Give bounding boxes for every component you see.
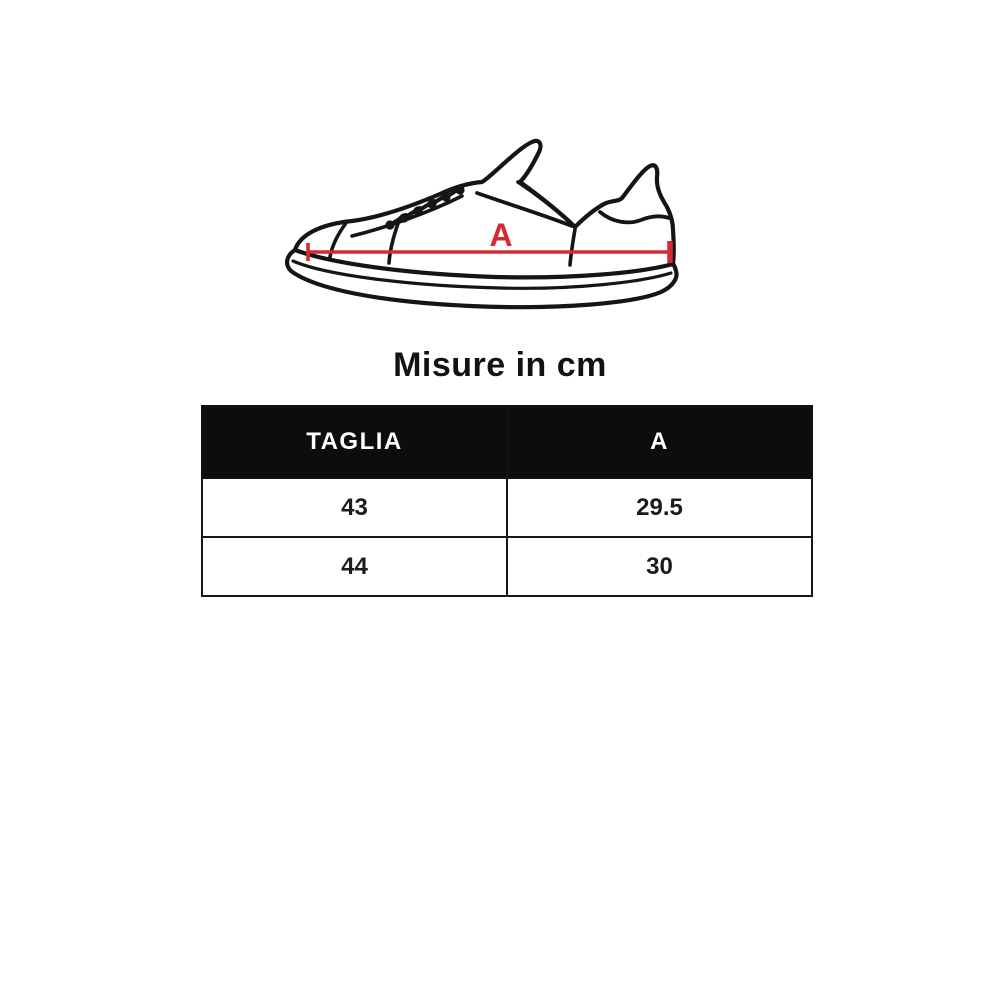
shoe-sole-bottom-outline [284, 247, 679, 310]
shoe-v-seam [568, 227, 577, 267]
size-cell-taglia-43: 43 [201, 477, 508, 538]
shoe-upper-outline [292, 138, 676, 267]
shoe-sole-top-line [292, 247, 676, 280]
measurement-label: A [489, 217, 512, 253]
shoe-lace-eyelets [385, 185, 465, 230]
size-table-row: 44 30 [201, 536, 813, 597]
size-table-header-a: A [506, 405, 813, 479]
shoe-collar-arc [516, 180, 572, 224]
measurement-line-group: A [306, 217, 673, 263]
size-table-header-row: TAGLIA A [201, 405, 813, 479]
size-table-row: 43 29.5 [201, 477, 813, 538]
shoe-midsole-stripe [291, 259, 673, 290]
size-table-header-taglia: TAGLIA [201, 405, 508, 479]
sneaker-diagram-icon: A [284, 138, 679, 310]
shoe-line-art [284, 138, 679, 310]
size-cell-taglia-44: 44 [201, 536, 508, 597]
shoe-quarter-seam [475, 191, 574, 228]
page-title: Misure in cm [393, 346, 607, 384]
shoe-heel-collar-wave [598, 210, 671, 225]
size-cell-a-43: 29.5 [506, 477, 813, 538]
size-cell-a-44: 30 [506, 536, 813, 597]
size-table: TAGLIA A 43 29.5 44 30 [201, 405, 813, 597]
shoe-toe-seam [328, 221, 348, 259]
